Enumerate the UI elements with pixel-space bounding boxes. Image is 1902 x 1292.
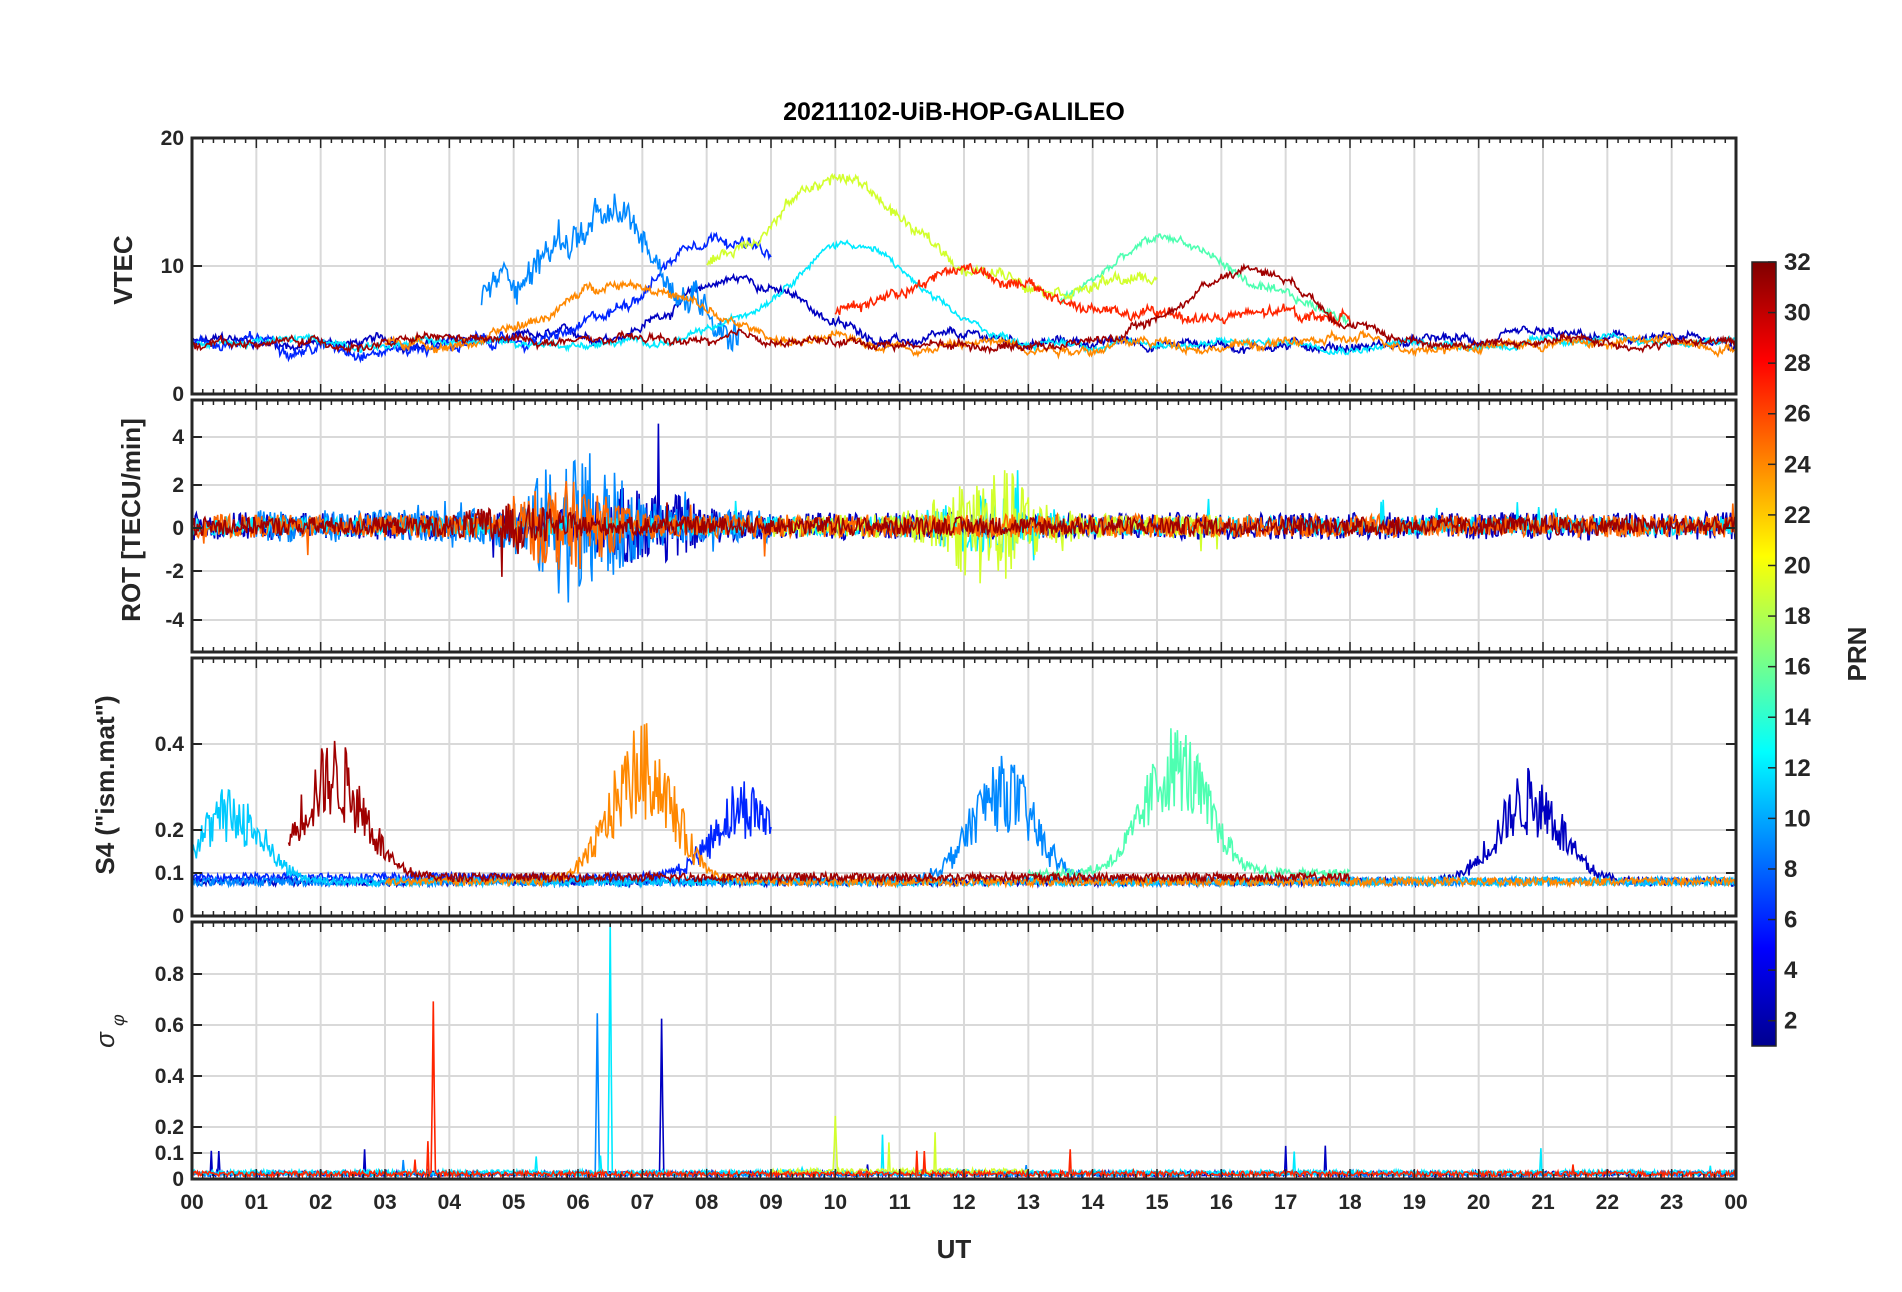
colorbar-tick-label: 4 [1784,957,1798,984]
y-tick-label: 0.4 [155,733,185,756]
series-line-prn-19 [706,172,1158,301]
colorbar-tick-label: 6 [1784,907,1797,934]
colorbar-tick-label: 20 [1784,552,1811,579]
y-tick-label: 0.1 [155,862,185,885]
panel-vtec: 0 10 20 VTEC [108,127,1738,406]
s4-yticks: 0 0.1 0.2 0.4 [155,658,1737,928]
colorbar-tick-label: 28 [1784,350,1811,377]
x-tick-label: 03 [373,1191,396,1214]
y-tick-label: 0 [172,517,184,540]
y-tick-label: 0 [172,905,184,928]
colorbar-tick-label: 12 [1784,755,1811,782]
x-tick-label: 12 [952,1191,975,1214]
x-axis-label: UT [937,1234,972,1264]
x-tick-label: 16 [1210,1191,1233,1214]
x-tick-label: 17 [1274,1191,1297,1214]
colorbar-tick-label: 16 [1784,654,1811,681]
x-tick-label: 19 [1403,1191,1426,1214]
y-tick-label: 2 [172,474,184,497]
x-tick-label: 18 [1338,1191,1362,1214]
x-tick-label: 07 [631,1191,654,1214]
rot-yticks: -4 -2 0 2 4 [165,400,1737,652]
x-tick-label: 00 [1724,1191,1747,1214]
x-tick-label: 00 [180,1191,203,1214]
y-tick-label: 0.8 [155,963,185,986]
sigma-symbol: σ [90,1031,120,1048]
colorbar-tick-label: 2 [1784,1008,1797,1035]
x-tick-label: 13 [1017,1191,1040,1214]
series-line-prn-27 [834,262,1351,328]
chart-title: 20211102-UiB-HOP-GALILEO [783,98,1125,126]
vtec-series [191,172,1737,364]
colorbar-tick-label: 8 [1784,856,1797,883]
x-tick-label: 04 [438,1191,462,1214]
series-line-prn-31 [191,502,1737,577]
y-tick-label: 10 [161,255,184,278]
x-tick-label: 09 [759,1191,782,1214]
vtec-yticks: 0 10 20 [161,127,1737,406]
y-tick-label: 4 [172,426,184,449]
rot-series [191,423,1737,603]
x-tick-label: 14 [1081,1191,1105,1214]
x-tick-label: 21 [1531,1191,1555,1214]
rot-ylabel: ROT [TECU/min] [116,418,146,622]
x-tick-label: 02 [309,1191,332,1214]
y-tick-label: 0.4 [155,1065,185,1088]
y-tick-label: 0.6 [155,1014,184,1037]
s4-series [191,723,1737,889]
x-tick-label: 06 [566,1191,589,1214]
x-tick-label: 15 [1145,1191,1169,1214]
y-tick-label: 0.2 [155,819,184,842]
phi-subscript: φ [108,1014,128,1026]
y-tick-label: 20 [161,127,184,150]
series-line-prn-31 [287,740,1351,885]
colorbar-tick-label: 18 [1784,603,1811,630]
x-tick-label: 08 [695,1191,719,1214]
y-tick-label: 0.1 [155,1142,185,1165]
series-line-prn-31 [191,262,1737,355]
colorbar-tick-label: 24 [1784,451,1811,478]
x-tick-label: 22 [1596,1191,1619,1214]
colorbar-tick-label: 26 [1784,401,1811,428]
y-tick-label: 0 [172,1168,184,1191]
x-tick-label: 01 [245,1191,269,1214]
series-line-prn-15 [1027,728,1351,881]
panel-s4: 0 0.1 0.2 0.4 S4 ("ism.mat") [90,656,1738,928]
colorbar-label: PRN [1842,627,1872,682]
x-tick-label: 20 [1467,1191,1490,1214]
x-tick-label: 10 [824,1191,847,1214]
y-tick-label: -2 [165,560,184,583]
y-tick-label: 0 [172,383,184,406]
x-axis-ticks: 00 01 02 03 04 05 06 07 08 09 10 11 12 13 14 15 16 17 18 19… [180,1191,1747,1214]
sigma-phi-grid [192,922,1736,1180]
x-tick-label: 23 [1660,1191,1683,1214]
x-tick-label: 11 [889,1191,912,1214]
colorbar-tick-label: 30 [1784,300,1811,327]
s4-grid [192,658,1736,917]
series-line-prn-24 [384,723,1737,889]
panel-sigma-phi: 0 0.1 0.2 0.4 0.6 0.8 σ φ [90,920,1738,1191]
colorbar-tick-label: 22 [1784,502,1811,529]
series-line-prn-15 [1059,233,1351,326]
colorbar-tick-label: 10 [1784,805,1811,832]
panel-rot: -4 -2 0 2 4 ROT [TECU/min] [116,398,1738,654]
y-tick-label: -4 [165,609,184,632]
series-line-prn-6 [191,231,772,364]
vtec-ylabel: VTEC [108,235,138,305]
colorbar-gradient [1751,261,1777,1047]
sigma-phi-ylabel: σ φ [90,1014,128,1048]
x-tick-label: 05 [502,1191,526,1214]
colorbar-tick-label: 14 [1784,704,1811,731]
series-line-prn-9 [480,193,740,353]
s4-ylabel: S4 ("ism.mat") [90,695,120,874]
y-tick-label: 0.2 [155,1116,184,1139]
colorbar-tick-label: 32 [1784,249,1811,276]
sigma-phi-yticks: 0 0.1 0.2 0.4 0.6 0.8 [155,922,1737,1191]
